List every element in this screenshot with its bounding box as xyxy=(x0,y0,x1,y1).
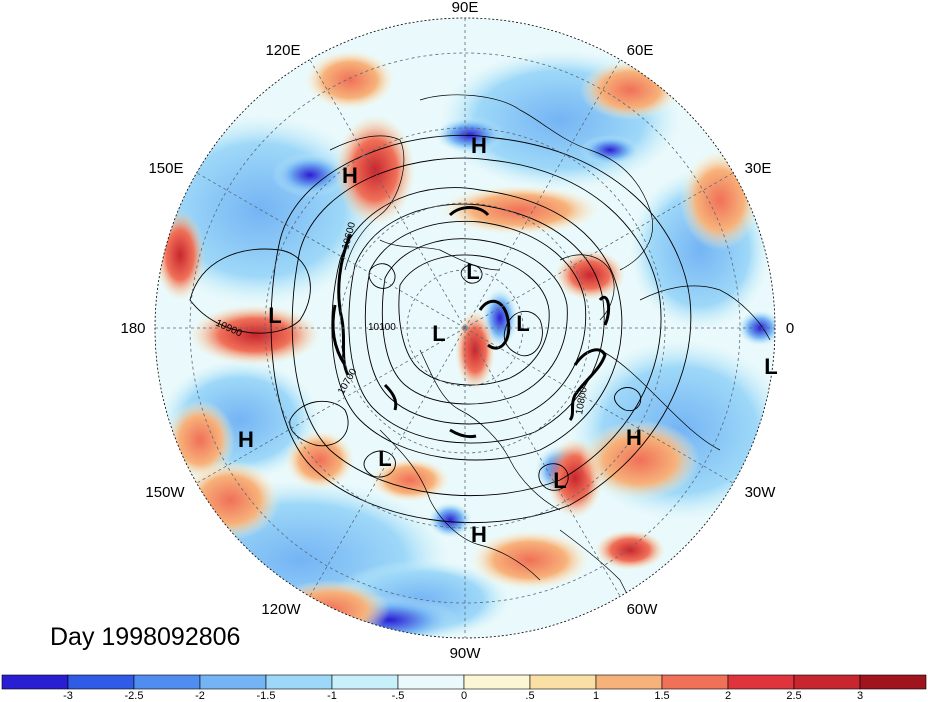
lon-label-180: 180 xyxy=(120,320,145,337)
pressure-center-low: L xyxy=(268,303,281,328)
lon-label-120e: 120E xyxy=(265,42,300,59)
colorbar-swatch xyxy=(397,674,465,690)
pressure-center-high: H xyxy=(238,427,254,452)
pressure-center-high: H xyxy=(342,163,358,188)
pressure-center-low: L xyxy=(466,259,479,284)
colorbar-swatch xyxy=(331,674,399,690)
pressure-center-low: L xyxy=(378,446,391,471)
graticule xyxy=(155,18,775,638)
contour-label: 10800 xyxy=(574,386,590,416)
lon-label-0: 0 xyxy=(786,320,794,337)
contour-label: 10100 xyxy=(368,322,396,333)
colorbar: -3 -2.5 -2 -1.5 -1 -.5 0 .5 1 1.5 2 2.5 3 xyxy=(1,674,927,702)
colorbar-swatch xyxy=(199,674,267,690)
lon-label-30e: 30E xyxy=(745,160,772,177)
colorbar-tick-label: -2 xyxy=(195,690,205,702)
pressure-center-low: L xyxy=(516,311,529,336)
colorbar-swatch xyxy=(67,674,135,690)
colorbar-swatch xyxy=(463,674,531,690)
thick-contours xyxy=(331,206,611,439)
lon-label-60e: 60E xyxy=(627,42,654,59)
pressure-center-high: H xyxy=(471,522,487,547)
colorbar-tick-label: 0 xyxy=(461,690,467,702)
pressure-center-high: H xyxy=(471,133,487,158)
colorbar-swatch xyxy=(859,674,927,690)
colorbar-swatch xyxy=(265,674,333,690)
colorbar-swatch xyxy=(661,674,729,690)
colorbar-tick-label: -2.5 xyxy=(125,690,144,702)
colorbar-swatch xyxy=(1,674,69,690)
colorbar-tick-label: 1 xyxy=(593,690,599,702)
colorbar-swatch xyxy=(133,674,201,690)
colorbar-tick-label: 2 xyxy=(725,690,731,702)
lon-label-150e: 150E xyxy=(148,160,183,177)
pressure-center-low: L xyxy=(764,354,777,379)
pressure-center-high: H xyxy=(626,425,642,450)
height-contours xyxy=(189,134,692,524)
pressure-center-low: L xyxy=(553,468,566,493)
colorbar-tick-label: 2.5 xyxy=(786,690,801,702)
lon-label-60w: 60W xyxy=(627,601,659,618)
colorbar-swatch xyxy=(727,674,795,690)
colorbar-tick-label: -1 xyxy=(327,690,337,702)
colorbar-swatch xyxy=(793,674,861,690)
colorbar-tick-label: .5 xyxy=(525,690,534,702)
lon-label-150w: 150W xyxy=(145,484,185,501)
colorbar-swatch xyxy=(595,674,663,690)
coastlines xyxy=(329,94,771,631)
colorbar-tick-label: 1.5 xyxy=(654,690,669,702)
pressure-centers: H H L H L L L L L H H L xyxy=(238,133,778,547)
colorbar-tick-label: -3 xyxy=(63,690,73,702)
pressure-center-low: L xyxy=(432,321,445,346)
colorbar-tick-label: -1.5 xyxy=(257,690,276,702)
lon-label-90e: 90E xyxy=(452,0,479,16)
lon-label-90w: 90W xyxy=(450,645,482,662)
colorbar-tick-label: 3 xyxy=(857,690,863,702)
map-border xyxy=(154,17,776,639)
colorbar-tick-label: -.5 xyxy=(392,690,405,702)
longitude-labels: 90E 60E 30E 0 30W 60W 90W 120W 150W 180 … xyxy=(120,0,794,662)
lon-label-30w: 30W xyxy=(745,484,777,501)
lon-label-120w: 120W xyxy=(261,601,301,618)
colorbar-swatch xyxy=(529,674,597,690)
date-label: Day 1998092806 xyxy=(50,623,240,651)
